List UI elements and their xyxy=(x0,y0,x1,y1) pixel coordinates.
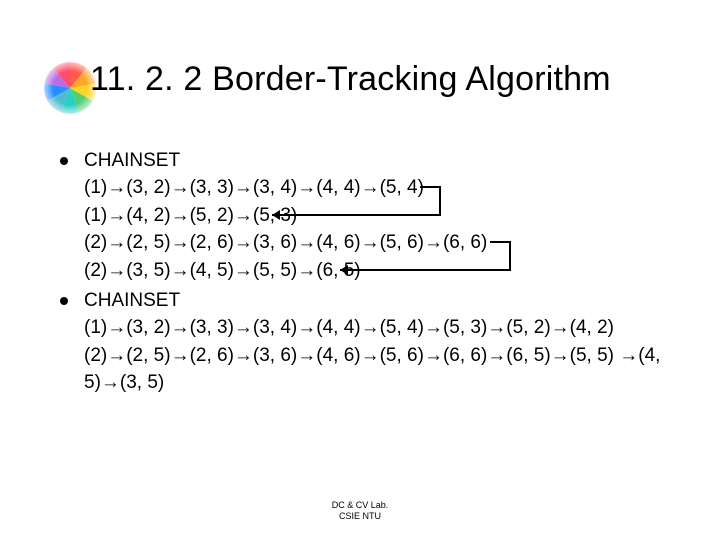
slide-title: 11. 2. 2 Border-Tracking Algorithm xyxy=(90,60,611,99)
footer-line: CSIE NTU xyxy=(0,511,720,522)
bullet-item-1: CHAINSET (1)→(3, 2)→(3, 3)→(3, 4)→(4, 4)… xyxy=(60,150,680,284)
item-label: CHAINSET xyxy=(84,150,180,172)
footer-line: DC & CV Lab. xyxy=(0,500,720,511)
chain-line: (1)→(4, 2)→(5, 2)→(5, 3) xyxy=(84,202,680,230)
slide: 11. 2. 2 Border-Tracking Algorithm CHAIN… xyxy=(0,0,720,540)
chain-line: (2)→(2, 5)→(2, 6)→(3, 6)→(4, 6)→(5, 6)→(… xyxy=(84,342,680,397)
footer: DC & CV Lab. CSIE NTU xyxy=(0,500,720,522)
content: CHAINSET (1)→(3, 2)→(3, 3)→(3, 4)→(4, 4)… xyxy=(60,150,680,403)
bullet-item-2: CHAINSET (1)→(3, 2)→(3, 3)→(3, 4)→(4, 4)… xyxy=(60,290,680,397)
bullet-icon xyxy=(60,157,68,165)
chain-line: (1)→(3, 2)→(3, 3)→(3, 4)→(4, 4)→(5, 4) xyxy=(84,174,680,202)
item-label: CHAINSET xyxy=(84,290,180,312)
chain-line: (1)→(3, 2)→(3, 3)→(3, 4)→(4, 4)→(5, 4)→(… xyxy=(84,314,680,342)
chain-line: (2)→(3, 5)→(4, 5)→(5, 5)→(6, 5) xyxy=(84,257,680,285)
bullet-icon xyxy=(60,297,68,305)
chain-line: (2)→(2, 5)→(2, 6)→(3, 6)→(4, 6)→(5, 6)→(… xyxy=(84,229,680,257)
